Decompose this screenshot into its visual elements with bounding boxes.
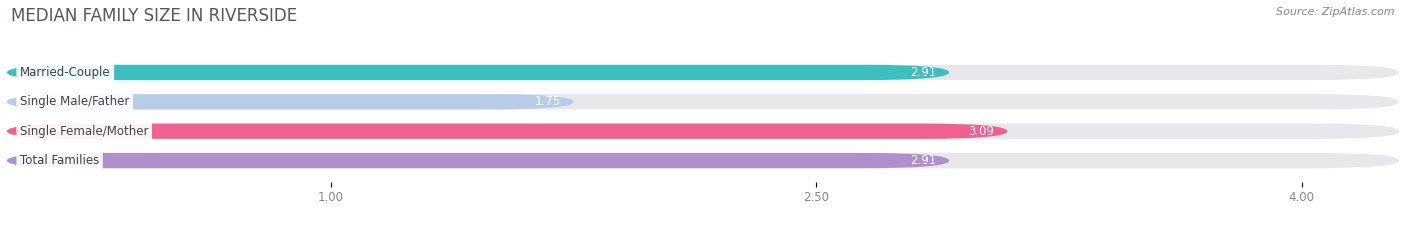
FancyBboxPatch shape xyxy=(7,123,1399,139)
FancyBboxPatch shape xyxy=(7,123,1007,139)
Text: 1.75: 1.75 xyxy=(534,95,561,108)
Text: Source: ZipAtlas.com: Source: ZipAtlas.com xyxy=(1277,7,1395,17)
FancyBboxPatch shape xyxy=(7,65,1399,80)
Text: 3.09: 3.09 xyxy=(969,125,994,138)
Text: Single Female/Mother: Single Female/Mother xyxy=(20,125,149,138)
Text: Single Male/Father: Single Male/Father xyxy=(20,95,129,108)
FancyBboxPatch shape xyxy=(7,153,1399,168)
Text: Total Families: Total Families xyxy=(20,154,100,167)
Text: 2.91: 2.91 xyxy=(910,154,936,167)
FancyBboxPatch shape xyxy=(7,153,949,168)
FancyBboxPatch shape xyxy=(7,65,949,80)
FancyBboxPatch shape xyxy=(7,94,574,110)
FancyBboxPatch shape xyxy=(7,94,1399,110)
Text: Married-Couple: Married-Couple xyxy=(20,66,111,79)
Text: MEDIAN FAMILY SIZE IN RIVERSIDE: MEDIAN FAMILY SIZE IN RIVERSIDE xyxy=(11,7,298,25)
Text: 2.91: 2.91 xyxy=(910,66,936,79)
